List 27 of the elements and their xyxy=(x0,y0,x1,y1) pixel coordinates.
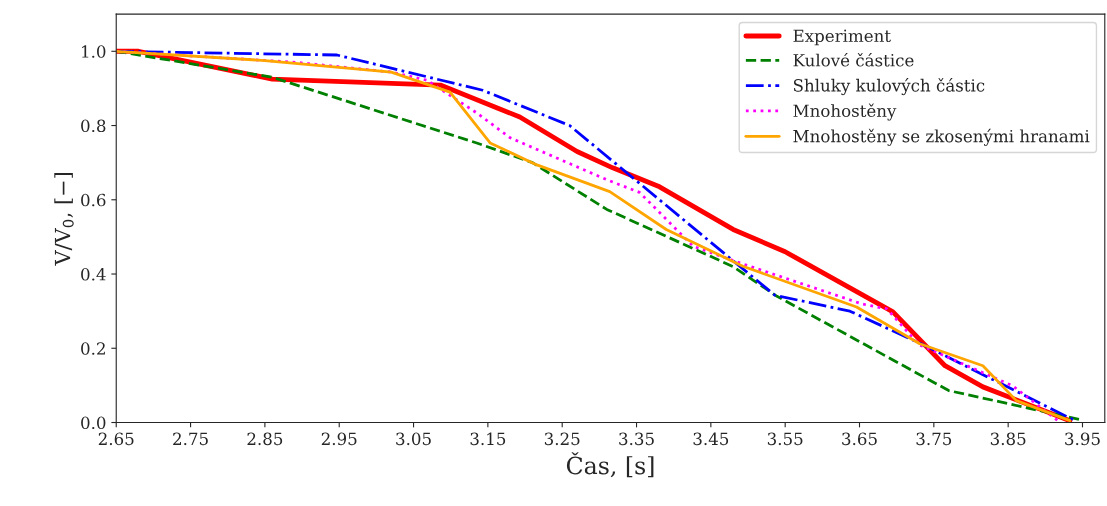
y-axis-title: V/V$_{0}$, [−] xyxy=(54,173,74,266)
x-tick-label: 3.55 xyxy=(767,432,803,446)
x-tick-label: 3.35 xyxy=(619,432,654,446)
x-tick-label: 3.65 xyxy=(842,432,877,446)
legend-label: Shluky kulových částic xyxy=(793,78,985,96)
y-tick-label: 0.2 xyxy=(81,342,105,355)
legend-label: Mnohostěny xyxy=(793,103,897,121)
legend-label: Mnohostěny se zkosenými hranami xyxy=(793,128,1090,146)
x-tick-label: 3.45 xyxy=(693,432,729,446)
legend-label: Experiment xyxy=(793,29,891,46)
x-tick-label: 2.85 xyxy=(247,432,283,446)
x-tick-label: 3.15 xyxy=(470,432,506,446)
x-tick-label: 2.65 xyxy=(98,432,134,446)
x-tick-label: 3.05 xyxy=(396,432,431,446)
y-tick-label: 0.8 xyxy=(81,119,106,133)
x-tick-label: 2.95 xyxy=(321,432,357,446)
y-tick-label: 1.0 xyxy=(82,45,106,58)
x-tick-label: 3.25 xyxy=(544,432,580,446)
legend-label: Kulové částice xyxy=(793,52,914,67)
x-axis-title: Čas, [s] xyxy=(566,452,654,478)
x-tick-label: 2.75 xyxy=(173,432,208,446)
y-tick-label: 0.6 xyxy=(81,193,106,207)
x-tick-label: 3.85 xyxy=(990,432,1026,446)
x-tick-label: 3.75 xyxy=(916,432,952,446)
x-tick-label: 3.95 xyxy=(1065,432,1100,446)
y-tick-label: 0.4 xyxy=(81,267,106,281)
y-tick-label: 0.0 xyxy=(81,416,106,430)
